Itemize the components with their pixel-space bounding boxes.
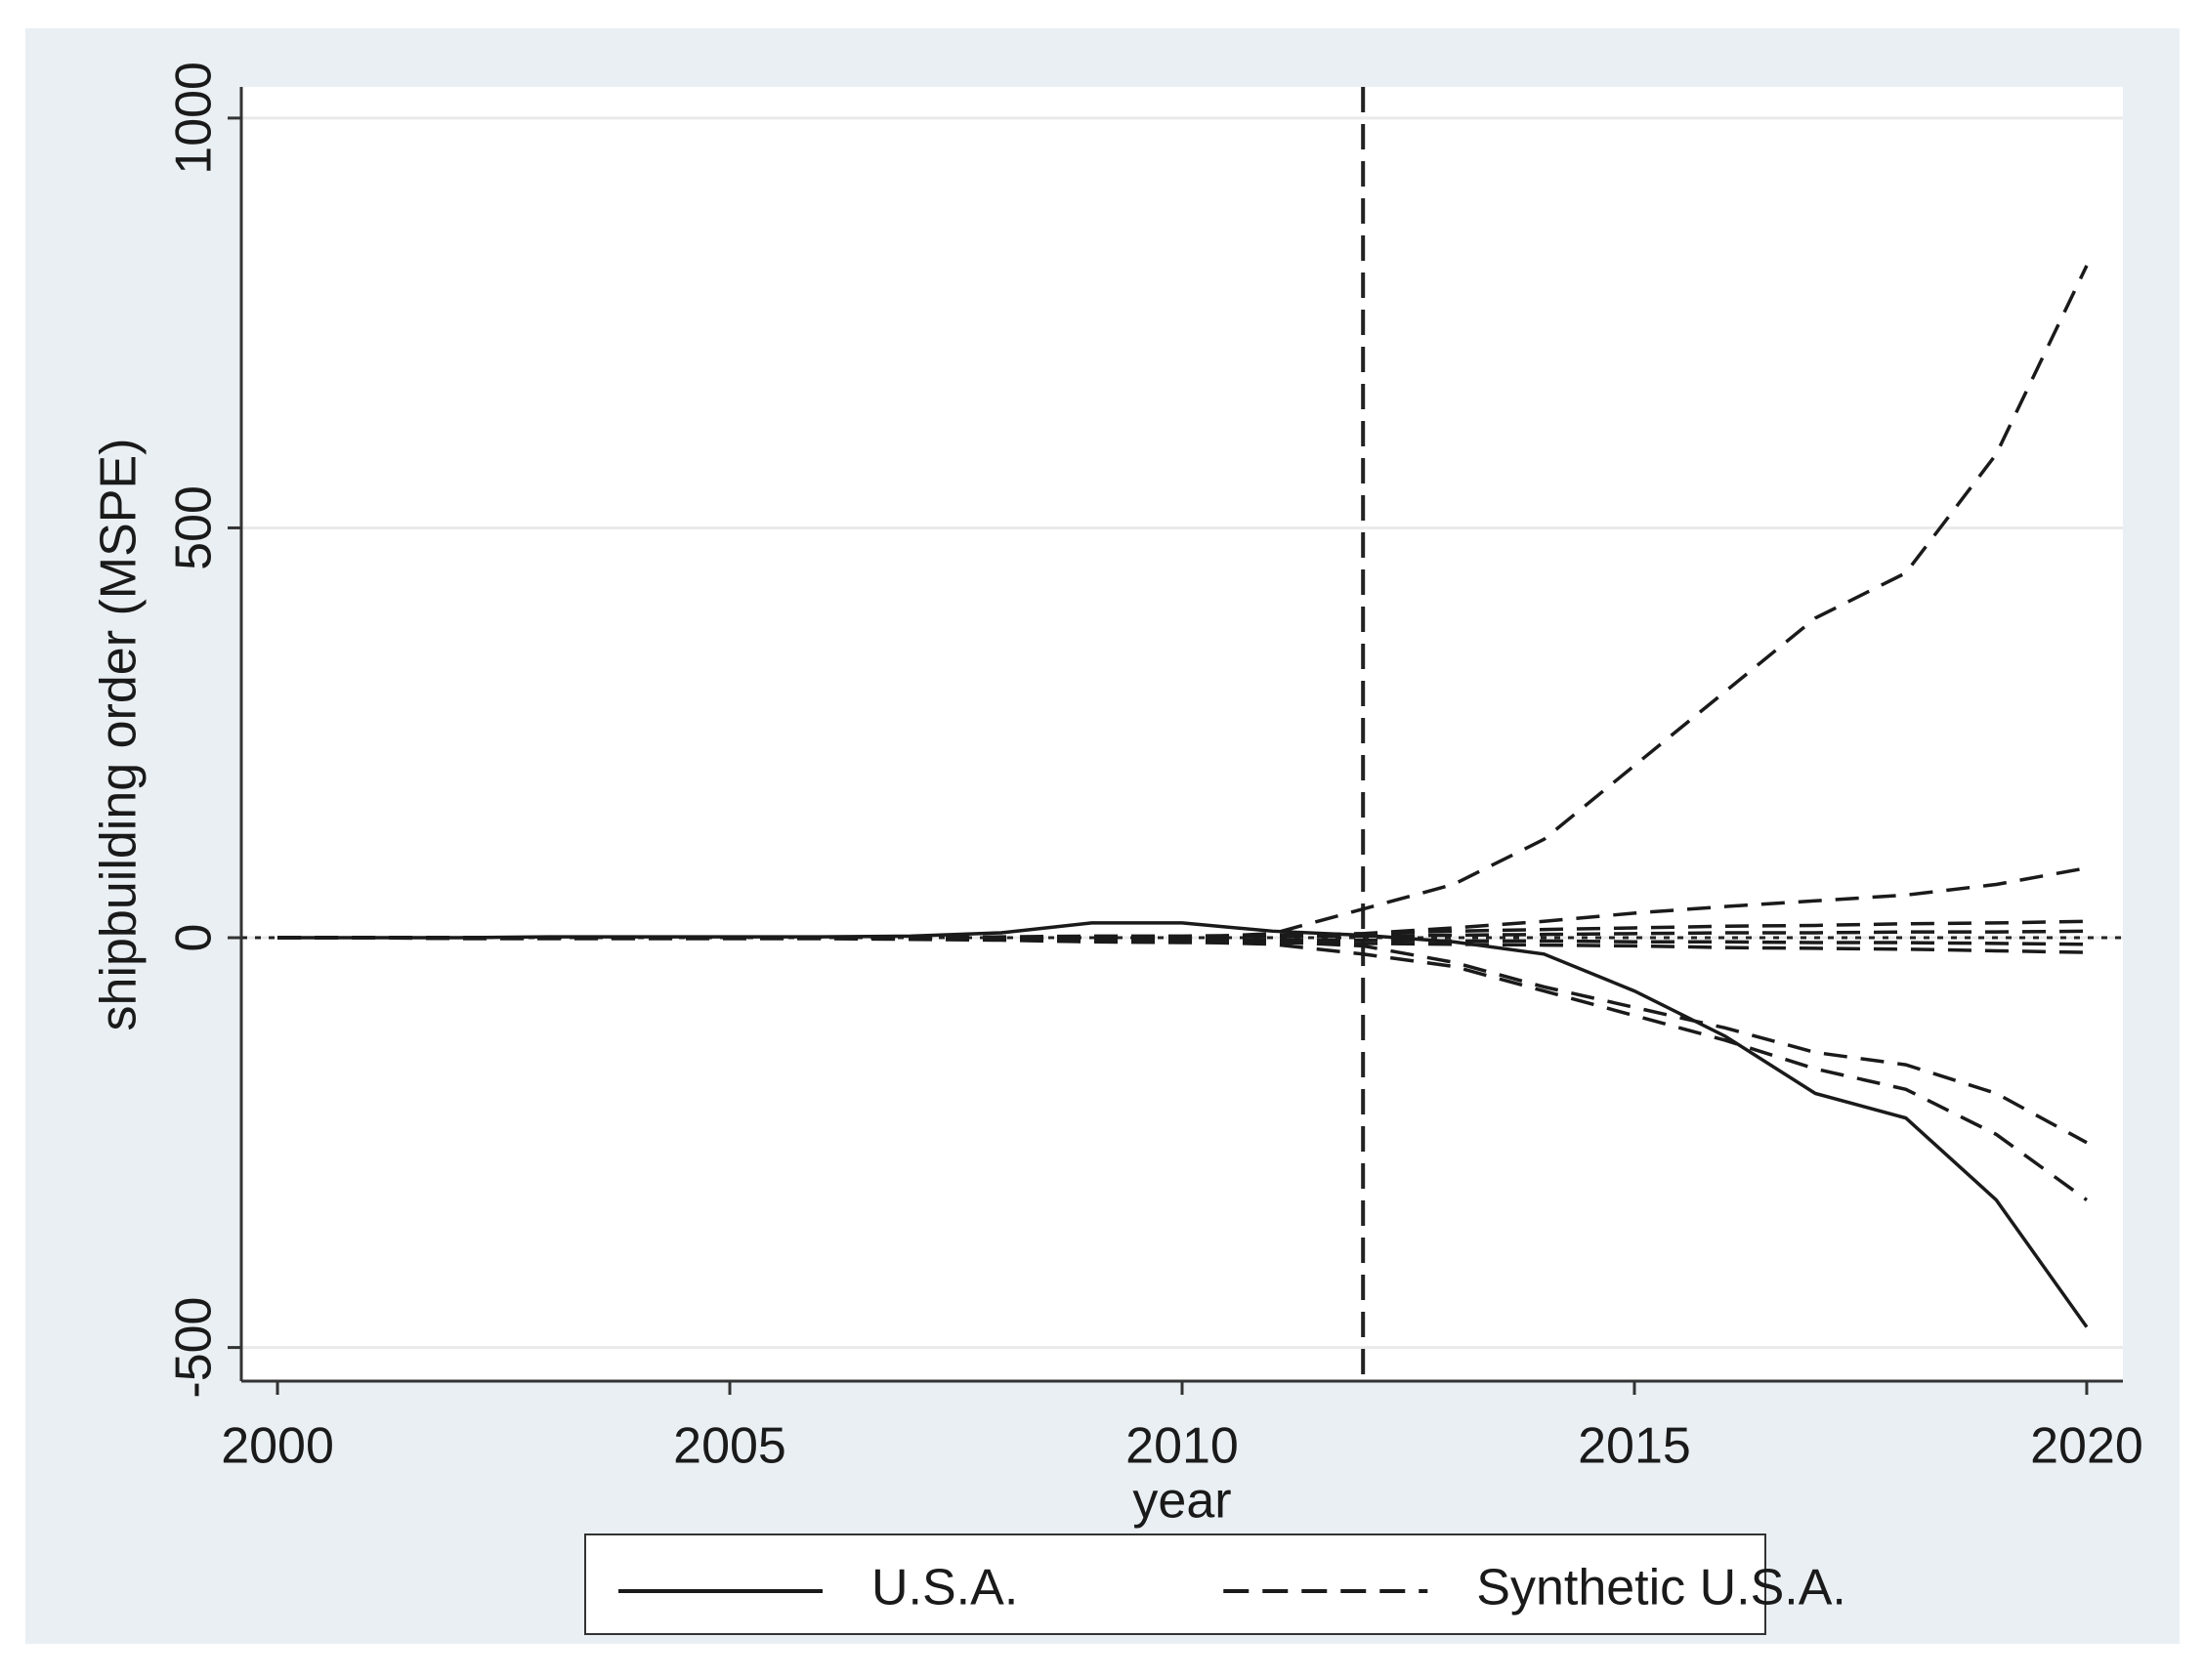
- plot-area: [241, 87, 2123, 1381]
- x-tick-label: 2005: [673, 1418, 786, 1475]
- y-tick-label: -500: [166, 1297, 223, 1399]
- y-tick-label: 1000: [166, 62, 223, 175]
- legend: [584, 1533, 1766, 1635]
- x-tick-label: 2015: [1578, 1418, 1691, 1475]
- y-tick-label: 500: [166, 485, 223, 570]
- legend-label: U.S.A.: [871, 1560, 1018, 1617]
- y-axis-title: shipbuilding order (MSPE): [91, 439, 148, 1031]
- x-tick-label: 2010: [1125, 1418, 1239, 1475]
- x-tick-label: 2000: [221, 1418, 334, 1475]
- line: [277, 936, 2087, 954]
- y-tick-label: 0: [166, 924, 223, 952]
- legend-label: Synthetic U.S.A.: [1476, 1560, 1846, 1617]
- x-axis-title: year: [1132, 1473, 1231, 1530]
- x-tick-label: 2020: [2030, 1418, 2143, 1475]
